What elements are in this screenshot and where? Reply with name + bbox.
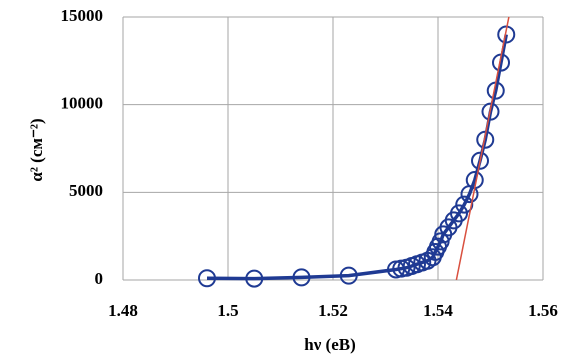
y-tick-label: 0	[95, 269, 104, 288]
series-line	[206, 34, 508, 281]
data-point	[339, 266, 358, 285]
x-tick-label: 1.54	[423, 301, 453, 320]
y-tick-label: 5000	[69, 181, 103, 200]
data-point	[450, 204, 468, 223]
x-tick-label: 1.5	[217, 301, 238, 320]
series-line	[455, 16, 510, 281]
x-tick-label: 1.48	[108, 301, 138, 320]
x-tick-label: 1.56	[528, 301, 558, 320]
y-axis-title: α² (см⁻²)	[27, 118, 46, 181]
x-axis-title: hν (eB)	[304, 335, 356, 354]
y-tick-label: 15000	[61, 6, 104, 25]
data-point	[245, 269, 264, 288]
data-point	[292, 268, 311, 287]
data-point	[481, 102, 500, 121]
data-point	[455, 195, 474, 214]
data-point	[471, 151, 489, 170]
data-point	[198, 269, 216, 288]
y-tick-label: 10000	[61, 94, 104, 113]
x-tick-label: 1.52	[318, 301, 348, 320]
